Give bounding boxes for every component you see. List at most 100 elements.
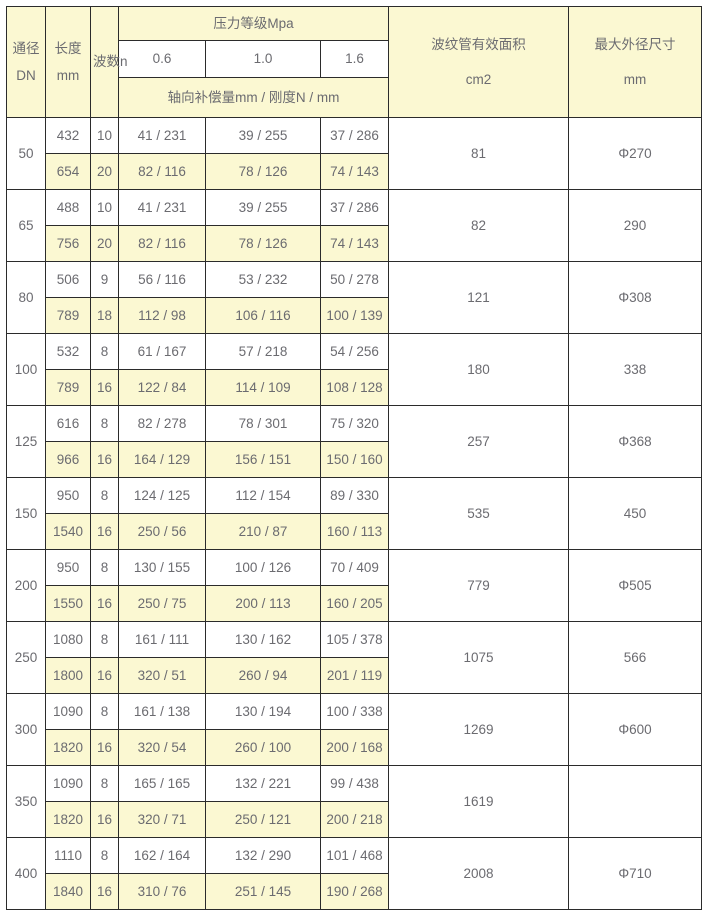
- cell-p16: 190 / 268: [320, 873, 389, 910]
- cell-waves: 16: [90, 513, 119, 550]
- table-row: 65 488 10 41 / 231 39 / 255 37 / 286 82 290: [6, 189, 702, 262]
- cell-dn: 100: [6, 333, 46, 406]
- cell-p06: 320 / 54: [118, 729, 206, 766]
- cell-effective-area: 257: [388, 405, 569, 478]
- table-row: 350 1090 8 165 / 165 132 / 221 99 / 438 1619: [6, 765, 702, 838]
- cell-p06: 82 / 116: [118, 225, 206, 262]
- header-row-2: 0.6 1.0 1.6: [7, 40, 702, 78]
- cell-waves: 16: [90, 441, 119, 478]
- cell-p10: 114 / 109: [205, 369, 321, 406]
- cell-waves: 8: [90, 765, 119, 802]
- cell-p16: 150 / 160: [320, 441, 389, 478]
- cell-waves: 20: [90, 153, 119, 190]
- cell-p06: 161 / 111: [118, 621, 206, 658]
- cell-max-outer-diameter: Φ710: [568, 837, 702, 910]
- cell-max-outer-diameter: Φ368: [568, 405, 702, 478]
- cell-dn: 350: [6, 765, 46, 838]
- cell-effective-area: 81: [388, 117, 569, 190]
- cell-p06: 320 / 71: [118, 801, 206, 838]
- cell-length: 1800: [45, 657, 91, 694]
- cell-length: 789: [45, 369, 91, 406]
- cell-waves: 8: [90, 837, 119, 874]
- cell-waves: 20: [90, 225, 119, 262]
- bellows-specification-table: 通径 DN 长度 mm 波数n 压力等级Mpa 波纹管有效面积 cm2: [6, 6, 702, 910]
- cell-effective-area: 82: [388, 189, 569, 262]
- cell-length: 1080: [45, 621, 91, 658]
- cell-effective-area: 1619: [388, 765, 569, 838]
- cell-p10: 130 / 194: [205, 693, 321, 730]
- table-row: 125 616 8 82 / 278 78 / 301 75 / 320 257 Φ368: [6, 405, 702, 478]
- cell-waves: 8: [90, 477, 119, 514]
- cell-p16: 101 / 468: [320, 837, 389, 874]
- cell-p06: 130 / 155: [118, 549, 206, 586]
- cell-p06: 250 / 75: [118, 585, 206, 622]
- cell-p16: 50 / 278: [320, 261, 389, 298]
- header-effective-area: 波纹管有效面积 cm2: [388, 6, 569, 118]
- cell-waves: 16: [90, 585, 119, 622]
- cell-p06: 164 / 129: [118, 441, 206, 478]
- header-pressure-1-6: 1.6: [320, 40, 389, 78]
- cell-max-outer-diameter: 566: [568, 621, 702, 694]
- cell-dn: 400: [6, 837, 46, 910]
- cell-max-outer-diameter: 338: [568, 333, 702, 406]
- cell-length: 1820: [45, 729, 91, 766]
- table-row: 1840 16 310 / 76 251 / 145 190 / 268: [7, 873, 702, 910]
- cell-effective-area: 121: [388, 261, 569, 334]
- cell-p06: 310 / 76: [118, 873, 206, 910]
- cell-p06: 82 / 116: [118, 153, 206, 190]
- cell-dn: 65: [6, 189, 46, 262]
- cell-length: 756: [45, 225, 91, 262]
- cell-length: 506: [45, 261, 91, 298]
- header-max-outer-diameter-line1: 最大外径尺寸: [594, 36, 676, 52]
- table-row: 1820 16 320 / 71 250 / 121 200 / 218: [7, 801, 702, 838]
- cell-effective-area: 1075: [388, 621, 569, 694]
- cell-p16: 75 / 320: [320, 405, 389, 442]
- cell-p10: 132 / 221: [205, 765, 321, 802]
- header-pressure-1-0: 1.0: [205, 40, 321, 78]
- cell-p06: 320 / 51: [118, 657, 206, 694]
- cell-p06: 161 / 138: [118, 693, 206, 730]
- table-row: 966 16 164 / 129 156 / 151 150 / 160: [7, 441, 702, 478]
- cell-p16: 37 / 286: [320, 117, 389, 154]
- cell-p06: 122 / 84: [118, 369, 206, 406]
- cell-waves: 16: [90, 657, 119, 694]
- cell-waves: 10: [90, 189, 119, 226]
- cell-dn: 300: [6, 693, 46, 766]
- cell-waves: 16: [90, 801, 119, 838]
- header-max-outer-diameter: 最大外径尺寸 mm: [568, 6, 702, 118]
- table-header: 通径 DN 长度 mm 波数n 压力等级Mpa 波纹管有效面积 cm2: [6, 6, 702, 118]
- cell-dn: 80: [6, 261, 46, 334]
- cell-waves: 16: [90, 873, 119, 910]
- cell-p16: 201 / 119: [320, 657, 389, 694]
- table-row: 100 532 8 61 / 167 57 / 218 54 / 256 180 338: [6, 333, 702, 406]
- cell-p10: 251 / 145: [205, 873, 321, 910]
- table-row: 50 432 10 41 / 231 39 / 255 37 / 286 81 Φ270: [6, 117, 702, 190]
- cell-length: 966: [45, 441, 91, 478]
- header-wave-count: 波数n: [90, 6, 128, 118]
- cell-waves: 8: [90, 621, 119, 658]
- cell-waves: 8: [90, 693, 119, 730]
- table-row: 789 18 112 / 98 106 / 116 100 / 139: [7, 297, 702, 334]
- cell-length: 789: [45, 297, 91, 334]
- cell-p16: 89 / 330: [320, 477, 389, 514]
- cell-waves: 16: [90, 729, 119, 766]
- cell-waves: 8: [90, 405, 119, 442]
- cell-p06: 250 / 56: [118, 513, 206, 550]
- cell-p10: 130 / 162: [205, 621, 321, 658]
- cell-length: 1090: [45, 693, 91, 730]
- cell-p10: 100 / 126: [205, 549, 321, 586]
- cell-length: 488: [45, 189, 91, 226]
- cell-dn: 125: [6, 405, 46, 478]
- cell-waves: 10: [90, 117, 119, 154]
- cell-p06: 112 / 98: [118, 297, 206, 334]
- cell-p16: 99 / 438: [320, 765, 389, 802]
- cell-p06: 41 / 231: [118, 117, 206, 154]
- header-dn: 通径 DN: [6, 6, 46, 118]
- table-row: 400 1110 8 162 / 164 132 / 290 101 / 468 2008 Φ…: [6, 837, 702, 910]
- header-effective-area-line1: 波纹管有效面积: [431, 36, 526, 52]
- header-pressure-group: 压力等级Mpa: [118, 6, 389, 41]
- header-effective-area-line2: cm2: [465, 72, 492, 87]
- header-pressure-0-6: 0.6: [118, 40, 206, 78]
- cell-max-outer-diameter: Φ600: [568, 693, 702, 766]
- cell-p16: 200 / 168: [320, 729, 389, 766]
